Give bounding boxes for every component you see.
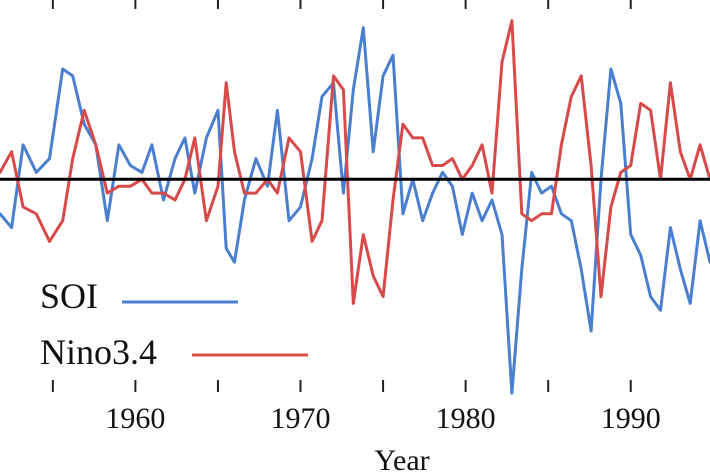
- legend-label-nino34: Nino3.4: [40, 332, 157, 372]
- bottom-axis-ticks: [51, 380, 632, 392]
- series-line-nino34: [0, 19, 710, 305]
- legend: SOI Nino3.4: [40, 276, 308, 372]
- series-line-soi: [0, 26, 710, 395]
- x-tick-label: 1990: [601, 402, 661, 435]
- series-layer: [0, 19, 710, 395]
- x-tick-label: 1960: [105, 402, 165, 435]
- x-tick-label: 1980: [436, 402, 496, 435]
- x-tick-label: 1970: [271, 402, 331, 435]
- top-axis-ticks: [51, 0, 632, 9]
- x-axis-title: Year: [374, 444, 429, 473]
- x-tick-labels: 1960 1970 1980 1990: [105, 402, 660, 435]
- legend-label-soi: SOI: [40, 276, 98, 316]
